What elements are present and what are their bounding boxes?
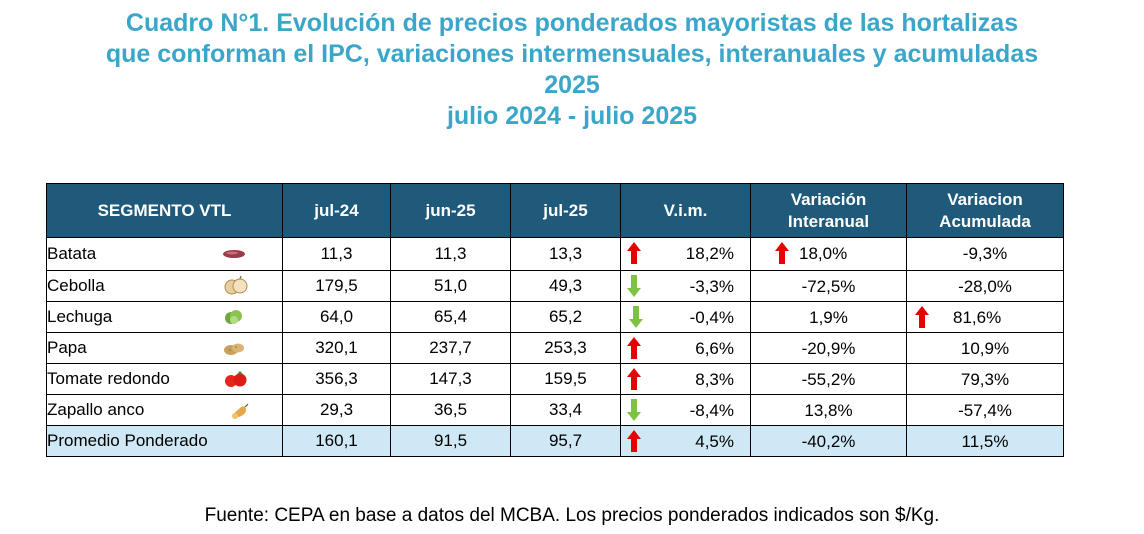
value-interanual: 13,8% — [750, 394, 907, 426]
value-vim: 8,3% — [620, 363, 751, 395]
average-vim: 4,5% — [620, 425, 751, 457]
header-interanual-line2: Interanual — [787, 211, 870, 231]
header-acumulada-line1: Variacion — [947, 189, 1023, 209]
header-acumulada-line2: Acumulada — [939, 211, 1031, 231]
value-jun25: 51,0 — [390, 270, 511, 302]
arrow-up-icon — [627, 430, 641, 452]
value-acumulada: -28,0% — [906, 270, 1064, 302]
header-segmento: SEGMENTO VTL — [46, 183, 283, 238]
value-jun25: 65,4 — [390, 301, 511, 333]
value-acumulada: -9,3% — [906, 237, 1064, 271]
value-jun25: 237,7 — [390, 332, 511, 364]
table-row: Zapallo anco 29,3 36,5 33,4 -8,4% 13,8% … — [46, 394, 1064, 426]
value-jul24: 320,1 — [282, 332, 391, 364]
value-interanual: 18,0% — [750, 237, 907, 271]
value-jul24: 11,3 — [282, 237, 391, 271]
title-line-4: julio 2024 - julio 2025 — [446, 102, 698, 130]
average-row: Promedio Ponderado 160,1 91,5 95,7 4,5% … — [46, 425, 1064, 457]
header-jun25: jun-25 — [390, 183, 511, 238]
value-jun25: 147,3 — [390, 363, 511, 395]
value-jul24: 179,5 — [282, 270, 391, 302]
segment-name: Lechuga — [46, 301, 283, 333]
average-jul24: 160,1 — [282, 425, 391, 457]
average-jun25: 91,5 — [390, 425, 511, 457]
arrow-up-icon — [627, 368, 641, 390]
value-interanual: -72,5% — [750, 270, 907, 302]
value-acumulada: 10,9% — [906, 332, 1064, 364]
arrow-down-icon — [627, 399, 641, 421]
value-vim: -8,4% — [620, 394, 751, 426]
segment-name: Batata — [46, 237, 283, 271]
header-vim: V.i.m. — [620, 183, 751, 238]
value-interanual: -55,2% — [750, 363, 907, 395]
header-interanual: Variación Interanual — [750, 183, 907, 238]
value-jul25: 49,3 — [510, 270, 621, 302]
arrow-up-icon — [775, 242, 789, 264]
value-jun25: 11,3 — [390, 237, 511, 271]
value-jul25: 65,2 — [510, 301, 621, 333]
header-jul24: jul-24 — [282, 183, 391, 238]
value-vim: -3,3% — [620, 270, 751, 302]
value-acumulada: 81,6% — [906, 301, 1064, 333]
onion-icon — [224, 275, 248, 295]
lettuce-icon — [225, 310, 242, 324]
arrow-up-icon — [915, 306, 929, 328]
table-row: Papa 320,1 237,7 253,3 6,6% -20,9% 10,9% — [46, 332, 1064, 364]
average-interanual: -40,2% — [750, 425, 907, 457]
arrow-down-icon — [629, 306, 643, 328]
table-header-row: SEGMENTO VTL jul-24 jun-25 jul-25 V.i.m.… — [46, 183, 1064, 238]
report-title: Cuadro N°1. Evolución de precios pondera… — [0, 8, 1144, 132]
value-jul24: 64,0 — [282, 301, 391, 333]
title-line-3: 2025 — [544, 71, 600, 99]
average-name: Promedio Ponderado — [46, 425, 283, 457]
value-jul25: 159,5 — [510, 363, 621, 395]
title-line-1: Cuadro N°1. Evolución de precios pondera… — [125, 9, 1019, 37]
arrow-down-icon — [627, 275, 641, 297]
price-table: SEGMENTO VTL jul-24 jun-25 jul-25 V.i.m.… — [46, 183, 1064, 457]
segment-name: Cebolla — [46, 270, 283, 302]
value-interanual: 1,9% — [750, 301, 907, 333]
header-interanual-line1: Variación — [790, 189, 867, 209]
title-line-2: que conforman el IPC, variaciones interm… — [105, 40, 1039, 68]
segment-name: Zapallo anco — [46, 394, 283, 426]
value-jul25: 33,4 — [510, 394, 621, 426]
arrow-up-icon — [627, 337, 641, 359]
value-vim: -0,4% — [620, 301, 751, 333]
tomato-icon — [225, 370, 247, 387]
value-interanual: -20,9% — [750, 332, 907, 364]
average-acumulada: 11,5% — [906, 425, 1064, 457]
value-vim: 6,6% — [620, 332, 751, 364]
sweet-potato-icon — [223, 250, 245, 258]
table-row: Lechuga 64,0 65,4 65,2 -0,4% 1,9% 81,6% — [46, 301, 1064, 333]
header-acumulada: Variacion Acumulada — [906, 183, 1064, 238]
header-jul25: jul-25 — [510, 183, 621, 238]
table-row: Tomate redondo 356,3 147,3 159,5 8,3% -5… — [46, 363, 1064, 395]
source-note: Fuente: CEPA en base a datos del MCBA. L… — [204, 505, 940, 526]
value-jul24: 29,3 — [282, 394, 391, 426]
value-jul25: 13,3 — [510, 237, 621, 271]
value-jul25: 253,3 — [510, 332, 621, 364]
table-row: Cebolla 179,5 51,0 49,3 -3,3% -72,5% -28… — [46, 270, 1064, 302]
value-acumulada: 79,3% — [906, 363, 1064, 395]
value-acumulada: -57,4% — [906, 394, 1064, 426]
segment-name: Papa — [46, 332, 283, 364]
table-row: Batata 11,3 11,3 13,3 18,2% 18,0% -9,3% — [46, 237, 1064, 271]
potato-icon — [224, 343, 244, 355]
arrow-up-icon — [627, 242, 641, 264]
segment-name: Tomate redondo — [46, 363, 283, 395]
value-vim: 18,2% — [620, 237, 751, 271]
squash-icon — [232, 403, 249, 419]
average-jul25: 95,7 — [510, 425, 621, 457]
value-jun25: 36,5 — [390, 394, 511, 426]
value-jul24: 356,3 — [282, 363, 391, 395]
